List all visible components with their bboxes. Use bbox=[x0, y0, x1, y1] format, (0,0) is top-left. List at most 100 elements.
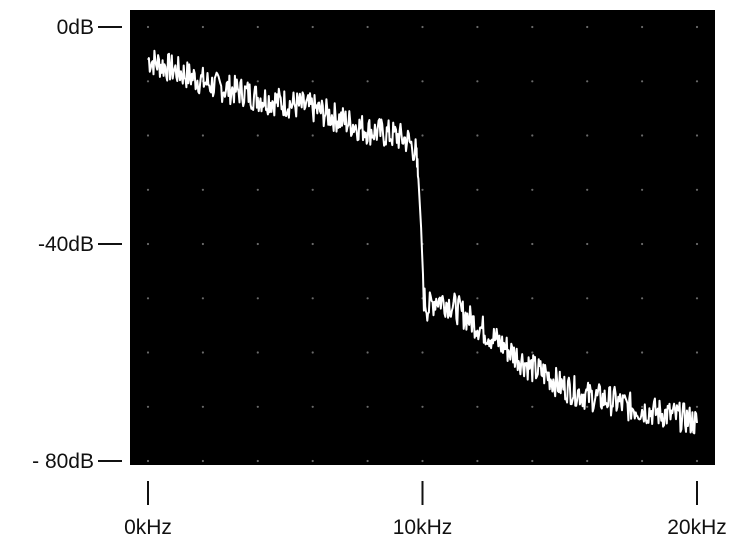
grid-dot bbox=[641, 25, 644, 29]
grid-dot bbox=[201, 351, 204, 354]
grid-dot bbox=[695, 242, 699, 246]
grid-dot bbox=[695, 459, 699, 463]
grid-dot bbox=[531, 80, 534, 83]
grid-dot bbox=[586, 188, 589, 191]
grid-dot bbox=[311, 188, 314, 191]
grid-dot bbox=[256, 297, 259, 300]
grid-dot bbox=[311, 242, 314, 246]
grid-dot bbox=[146, 25, 150, 29]
grid-dot bbox=[146, 297, 150, 300]
grid-dot bbox=[256, 459, 259, 463]
grid-dots bbox=[146, 25, 699, 463]
grid-dot bbox=[641, 405, 644, 408]
grid-dot bbox=[531, 297, 534, 300]
grid-dot bbox=[201, 297, 204, 300]
grid-dot bbox=[641, 242, 644, 246]
grid-dot bbox=[256, 188, 259, 191]
y-tick-label: 0dB bbox=[57, 16, 94, 39]
grid-dot bbox=[366, 25, 369, 29]
grid-dot bbox=[641, 188, 644, 191]
grid-dot bbox=[256, 25, 259, 29]
grid-dot bbox=[586, 134, 589, 137]
grid-dot bbox=[531, 242, 534, 246]
grid-dot bbox=[421, 134, 424, 137]
grid-dot bbox=[641, 351, 644, 354]
grid-dot bbox=[366, 297, 369, 300]
grid-dot bbox=[421, 459, 424, 463]
grid-dot bbox=[366, 80, 369, 83]
grid-dot bbox=[366, 459, 369, 463]
grid-dot bbox=[201, 25, 204, 29]
grid-dot bbox=[256, 351, 259, 354]
grid-dot bbox=[476, 25, 479, 29]
grid-dot bbox=[256, 405, 259, 408]
trace-layer bbox=[147, 49, 698, 435]
grid-dot bbox=[641, 134, 644, 137]
grid-dot bbox=[311, 80, 314, 83]
grid-dot bbox=[366, 188, 369, 191]
grid-dot bbox=[311, 459, 314, 463]
grid-dot bbox=[531, 459, 534, 463]
grid-dot bbox=[586, 242, 589, 246]
y-tick-label: - 80dB bbox=[32, 450, 94, 473]
grid-dot bbox=[201, 188, 204, 191]
grid-dot bbox=[476, 188, 479, 191]
grid-dot bbox=[256, 134, 259, 137]
grid-dot bbox=[146, 242, 150, 246]
grid-dot bbox=[201, 459, 204, 463]
grid-dot bbox=[256, 80, 259, 83]
grid-dot bbox=[421, 25, 424, 29]
grid-dot bbox=[421, 80, 424, 83]
grid-dot bbox=[311, 351, 314, 354]
grid-dot bbox=[695, 25, 699, 29]
grid-dot bbox=[641, 80, 644, 83]
y-axis: 0dB -40dB - 80dB bbox=[32, 16, 122, 473]
grid-dot bbox=[586, 351, 589, 354]
grid-dot bbox=[586, 405, 589, 408]
grid-dot bbox=[421, 405, 424, 408]
grid-dot bbox=[366, 351, 369, 354]
x-axis: 0kHz 10kHz 20kHz bbox=[124, 481, 727, 539]
grid-dot bbox=[531, 134, 534, 137]
grid-dot bbox=[201, 405, 204, 408]
grid-dot bbox=[421, 351, 424, 354]
grid-dot bbox=[311, 134, 314, 137]
grid-dot bbox=[586, 297, 589, 300]
grid-dot bbox=[311, 25, 314, 29]
grid-dot bbox=[146, 459, 150, 463]
grid-dot bbox=[146, 188, 150, 191]
grid-dot bbox=[531, 405, 534, 408]
grid-dot bbox=[476, 80, 479, 83]
grid-dot bbox=[311, 405, 314, 408]
x-tick-label: 0kHz bbox=[124, 516, 172, 539]
grid-dot bbox=[146, 134, 150, 137]
grid-dot bbox=[531, 188, 534, 191]
grid-dot bbox=[146, 351, 150, 354]
grid-dot bbox=[366, 405, 369, 408]
grid-dot bbox=[476, 351, 479, 354]
grid-dot bbox=[695, 188, 699, 191]
grid-dot bbox=[641, 459, 644, 463]
grid-dot bbox=[421, 188, 424, 191]
x-tick-label: 20kHz bbox=[667, 516, 727, 539]
x-tick-label: 10kHz bbox=[393, 516, 453, 539]
plot-area bbox=[130, 10, 715, 465]
grid-dot bbox=[586, 459, 589, 463]
grid-dot bbox=[586, 80, 589, 83]
grid-dot bbox=[366, 242, 369, 246]
grid-dot bbox=[695, 297, 699, 300]
grid-dot bbox=[476, 242, 479, 246]
grid-dot bbox=[256, 242, 259, 246]
grid-dot bbox=[586, 25, 589, 29]
grid-dot bbox=[695, 405, 699, 408]
grid-dot bbox=[695, 80, 699, 83]
grid-dot bbox=[695, 351, 699, 354]
grid-dot bbox=[695, 134, 699, 137]
grid-dot bbox=[476, 297, 479, 300]
grid-dot bbox=[201, 242, 204, 246]
grid-dot bbox=[311, 297, 314, 300]
grid-dot bbox=[531, 25, 534, 29]
grid-dot bbox=[476, 134, 479, 137]
grid-dot bbox=[146, 405, 150, 408]
